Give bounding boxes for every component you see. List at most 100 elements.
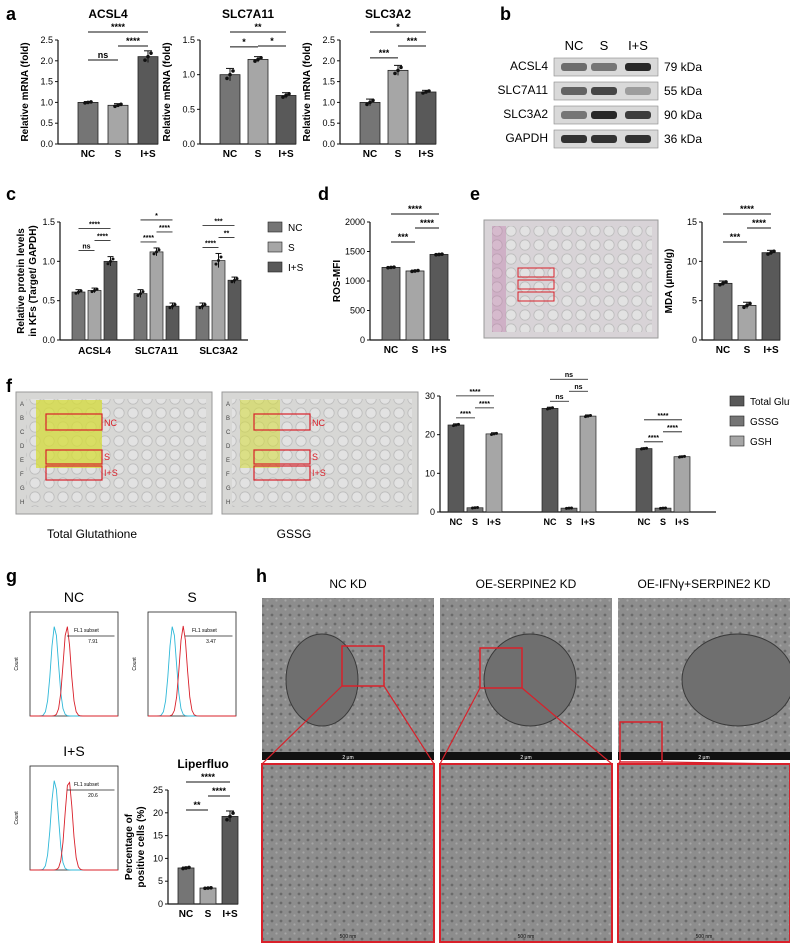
data-point <box>416 268 420 273</box>
data-point <box>136 294 140 298</box>
x-tick-label: S <box>660 517 666 527</box>
data-point <box>119 102 123 107</box>
sig-label: **** <box>470 389 481 396</box>
data-point <box>683 454 686 458</box>
glutathione-plates: NC S I+S NC S I+S Total Glutathione GSSG… <box>15 391 419 541</box>
bar-is <box>227 279 242 341</box>
y-axis-label-line: MDA (μmol/g) <box>664 249 675 314</box>
data-point <box>146 54 150 59</box>
sig-label: * <box>270 36 274 46</box>
data-point <box>584 415 587 419</box>
y-tick-label: 10 <box>687 256 697 266</box>
bar-s <box>405 270 425 341</box>
data-point <box>546 407 549 411</box>
y-tick-label: 2.5 <box>322 35 335 45</box>
y-tick-label: 15 <box>687 217 697 227</box>
y-axis-label-line: Relative mRNA (fold) <box>302 42 313 141</box>
y-tick-label: 0.0 <box>322 139 335 149</box>
y-tick-label: 0.5 <box>42 296 55 306</box>
data-point <box>157 248 161 252</box>
y-tick-label: 10 <box>153 853 163 863</box>
tem-scale-label-top: 2 μm <box>698 755 709 761</box>
data-point <box>253 59 257 63</box>
data-point <box>551 406 554 410</box>
bar-s <box>737 304 757 341</box>
x-tick-label: ACSL4 <box>78 346 111 357</box>
legend-label: S <box>288 243 295 254</box>
y-tick-label: 20 <box>425 430 435 440</box>
data-point <box>231 811 235 815</box>
tem-zoom-line <box>617 761 621 765</box>
data-point <box>93 288 96 292</box>
blot-band <box>625 63 651 71</box>
tem-zoom <box>261 763 435 943</box>
data-point <box>235 277 239 281</box>
x-tick-label: S <box>744 345 751 356</box>
tem-nucleus <box>285 633 359 727</box>
sig-label: **** <box>205 240 216 247</box>
x-tick-label: NC <box>223 149 237 160</box>
data-point <box>139 292 142 296</box>
data-point <box>659 506 662 510</box>
bar-s <box>87 290 102 341</box>
y-tick-label: 1.0 <box>322 97 335 107</box>
data-point <box>570 506 573 510</box>
plate-row-letter: D <box>20 444 25 450</box>
data-point <box>392 265 396 269</box>
plate2-label-nc: NC <box>312 418 325 428</box>
data-point <box>109 259 112 263</box>
x-tick-label: I+S <box>763 345 779 356</box>
bar-nc <box>359 102 381 145</box>
y-tick-label: 1000 <box>345 276 365 286</box>
data-point <box>149 51 153 55</box>
histogram-sample <box>30 781 118 871</box>
blot-band <box>625 135 651 143</box>
panel-letter-g: g <box>6 566 17 586</box>
chart-title: ACSL4 <box>88 7 128 21</box>
sig-label: **** <box>212 786 227 796</box>
panel-letter-h: h <box>256 566 267 586</box>
data-point <box>209 885 213 890</box>
bar-is <box>137 56 159 145</box>
y-axis-label: Relative mRNA (fold) <box>302 42 313 141</box>
y-tick-label: 2.0 <box>322 56 335 66</box>
flow-gate-label: FL1 subset <box>74 782 99 788</box>
blot-col-nc: NC <box>565 38 584 53</box>
data-point <box>399 65 403 70</box>
tem-scale-bar-top <box>618 752 790 760</box>
flow-ylabel: Count <box>14 657 20 671</box>
bar-nc <box>71 291 86 341</box>
tem-zoom-line <box>383 685 435 765</box>
data-point <box>476 506 479 510</box>
flow-gate-value: 3.47 <box>206 639 216 645</box>
y-tick-label: 0.5 <box>182 104 195 114</box>
bar-gsh <box>673 456 691 513</box>
plate-row-letter: E <box>226 458 230 464</box>
bar-s <box>149 251 164 341</box>
sig-label: **** <box>658 413 669 420</box>
data-point <box>111 257 115 261</box>
sig-label: * <box>242 37 246 47</box>
legend-label: GSH <box>750 437 772 448</box>
data-point <box>284 93 288 98</box>
plate2-label-is: I+S <box>312 468 326 478</box>
data-point <box>203 303 207 307</box>
blot-kda: 79 kDa <box>664 60 702 74</box>
legend-label: GSSG <box>750 417 779 428</box>
data-point <box>742 305 746 310</box>
data-point <box>473 506 477 510</box>
blot-band <box>625 87 651 95</box>
plate2-caption: GSSG <box>277 527 312 541</box>
sig-label: ns <box>574 384 582 391</box>
data-point <box>410 269 414 274</box>
data-point <box>173 303 177 307</box>
x-tick-label: NC <box>716 345 730 356</box>
data-point <box>74 291 78 295</box>
sig-label: * <box>396 22 400 32</box>
sig-label: **** <box>420 218 435 228</box>
panel-letter-a: a <box>6 4 17 24</box>
tem-zoom-box <box>479 647 523 689</box>
flow-title: NC <box>64 589 84 605</box>
bar-totalglutathione <box>447 424 465 513</box>
